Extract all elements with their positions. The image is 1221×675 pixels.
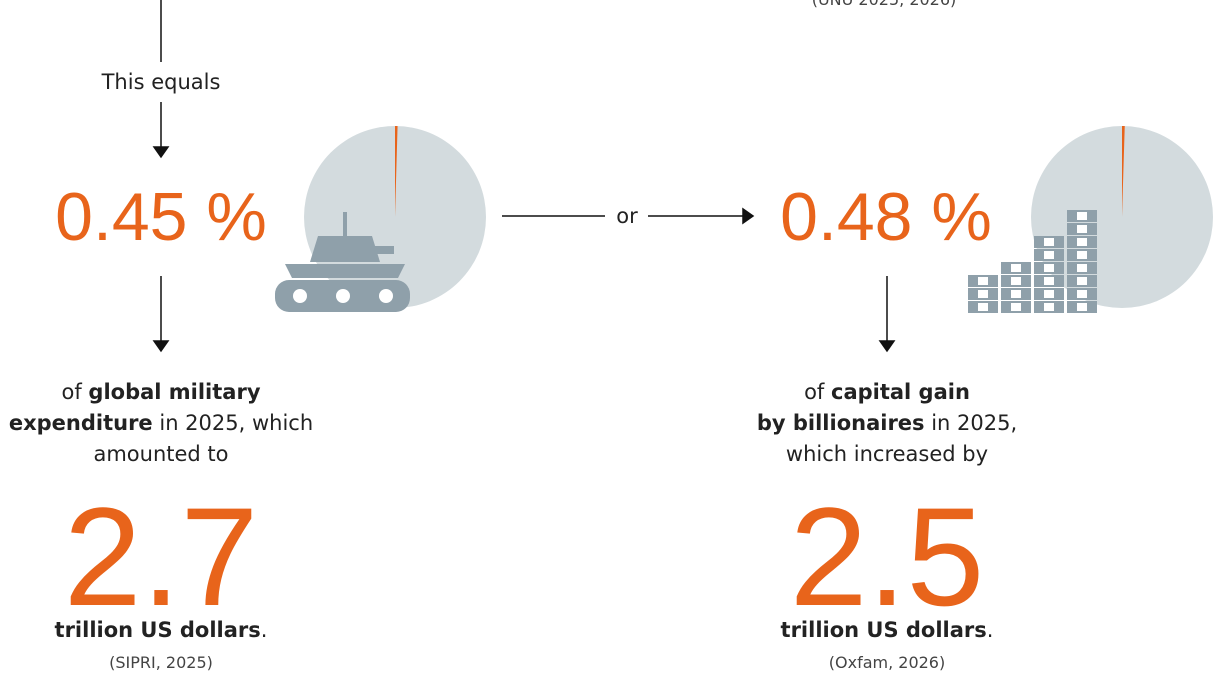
bill-band <box>1044 277 1054 285</box>
text: of <box>61 380 89 404</box>
bill-band <box>1077 264 1087 272</box>
description: of global military expenditure in 2025, w… <box>9 377 313 470</box>
text: by billionaires <box>756 411 925 435</box>
arrow-head <box>152 340 170 353</box>
bill-band <box>1011 290 1021 298</box>
wheel <box>336 289 350 303</box>
bill-band <box>1011 277 1021 285</box>
turret <box>310 236 380 262</box>
connector: or <box>616 204 638 228</box>
bill-band <box>1044 290 1054 298</box>
amount: 2.5 <box>789 478 985 635</box>
source: (SIPRI, 2025) <box>109 653 213 672</box>
unit: trillion US dollars. <box>55 618 268 642</box>
bill-band <box>1077 277 1087 285</box>
antenna <box>343 212 347 236</box>
text: in 2025, <box>924 411 1018 435</box>
arrow-head <box>878 340 896 353</box>
text: in 2025, which <box>152 411 314 435</box>
text: trillion US dollars <box>54 618 261 642</box>
text: . <box>260 618 268 642</box>
gun <box>372 246 394 254</box>
wheel <box>293 289 307 303</box>
text: which increased by <box>785 442 989 466</box>
tank-details <box>293 289 393 303</box>
amount: 2.7 <box>63 478 259 635</box>
percent: 0.45 % <box>55 179 267 255</box>
bill-band <box>978 277 988 285</box>
arrow-head <box>742 207 755 225</box>
bill-band <box>1044 251 1054 259</box>
source: (Oxfam, 2026) <box>828 653 946 672</box>
bill-band <box>1077 225 1087 233</box>
bill-band <box>1011 303 1021 311</box>
pie-slice <box>1122 126 1125 217</box>
text: trillion US dollars <box>780 618 987 642</box>
bill-band <box>1077 303 1087 311</box>
arrow-head <box>152 146 170 159</box>
bill-band <box>1044 264 1054 272</box>
hull <box>285 264 405 278</box>
bill-band <box>1011 264 1021 272</box>
text: expenditure <box>8 411 153 435</box>
bill-band <box>1077 251 1087 259</box>
top-source: (UNU 2025, 2026) <box>812 0 957 9</box>
bill-band <box>1044 238 1054 246</box>
arrows <box>152 0 896 353</box>
bill-band <box>978 290 988 298</box>
bill-band <box>1077 212 1087 220</box>
bill-band <box>978 303 988 311</box>
bill-band <box>1044 303 1054 311</box>
pie-slice <box>395 126 398 217</box>
text: . <box>986 618 994 642</box>
bill-band <box>1077 238 1087 246</box>
text: of <box>804 380 831 404</box>
text: global military <box>88 380 261 404</box>
unit: trillion US dollars. <box>781 618 994 642</box>
percent: 0.48 % <box>780 179 992 255</box>
text: amounted to <box>93 442 229 466</box>
text: capital gain <box>830 380 970 404</box>
bill-band <box>1077 290 1087 298</box>
money-icon <box>968 210 1097 313</box>
description: of capital gain by billionaires in 2025, w… <box>757 377 1017 470</box>
intro: This equals <box>101 70 221 94</box>
wheel <box>379 289 393 303</box>
